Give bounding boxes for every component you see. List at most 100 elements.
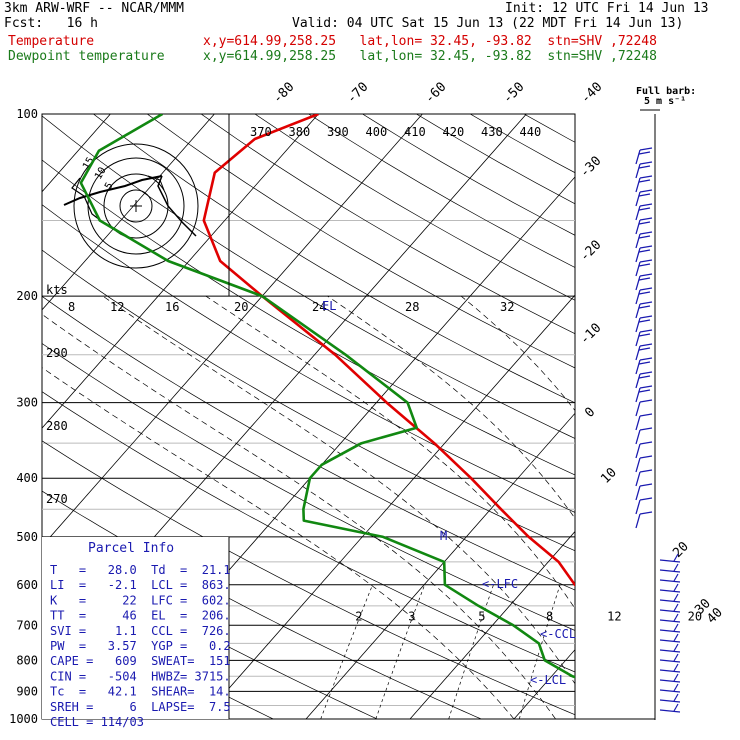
pressure-tick-label: 500 (16, 530, 38, 544)
isotherm (722, 114, 740, 719)
wind-barb (635, 261, 641, 277)
isotherm (42, 114, 423, 547)
isotherm (0, 114, 6, 719)
wind-barb (659, 569, 681, 573)
wind-barb (639, 343, 653, 347)
wind-barb (639, 329, 653, 333)
pressure-tick-label: 400 (16, 471, 38, 485)
wind-barb (635, 163, 641, 179)
wind-barb (639, 315, 653, 319)
wind-barb (639, 301, 653, 305)
wind-barb (638, 291, 651, 295)
wind-barb (639, 231, 653, 235)
wind-barb (673, 623, 679, 632)
parcel-info-title: Parcel Info (88, 541, 174, 556)
dry-adiabat (308, 114, 575, 268)
wind-barb (638, 179, 651, 183)
dewpoint-location: x,y=614.99,258.25 lat,lon= 32.45, -93.82… (203, 49, 657, 64)
parcel-info-row: SREH = 6 LAPSE= 7.5 (50, 700, 231, 714)
wind-barb (639, 399, 653, 403)
parcel-info-row: CAPE = 609 SWEAT= 151 (50, 654, 231, 668)
wind-barb (639, 357, 653, 361)
wind-barb (638, 277, 651, 281)
hodograph-ring-label: 10 (93, 166, 109, 182)
pressure-tick-label: 900 (16, 684, 38, 698)
wind-barb (639, 511, 653, 515)
mixing-ratio-label: 12 (607, 609, 621, 623)
wind-barb (659, 709, 681, 713)
valid-time: Valid: 04 UTC Sat 15 Jun 13 (22 MDT Fri … (292, 16, 684, 31)
hodograph-speed-label: 16 (165, 300, 179, 314)
dry-adiabat (42, 204, 575, 513)
wind-barb (639, 259, 653, 263)
hodograph-speed-label: 24 (312, 300, 326, 314)
wind-barb (639, 455, 653, 459)
dry-adiabat (146, 114, 575, 369)
wind-barb (673, 583, 679, 592)
wind-barb (635, 457, 641, 473)
barb-scale-title: Full barb: (636, 86, 696, 97)
theta-label: 290 (46, 346, 68, 360)
wind-barb (659, 639, 681, 643)
isotherm-label: -10 (577, 321, 604, 348)
wind-barb (635, 499, 641, 515)
pressure-tick-label: 1000 (9, 712, 38, 726)
dry-adiabat (42, 440, 575, 716)
wind-barb (638, 193, 651, 197)
wind-barb (635, 485, 641, 501)
wind-barb (635, 177, 641, 193)
wind-barb (659, 579, 681, 583)
pressure-tick-label: 800 (16, 653, 38, 667)
wind-barb (639, 217, 653, 221)
wind-barb (635, 331, 641, 347)
wind-barb (659, 629, 681, 633)
wind-barb (638, 249, 651, 253)
wind-barb (673, 643, 679, 652)
wind-barb (659, 589, 681, 593)
mixing-ratio-label: 8 (546, 609, 553, 623)
hodograph-ring (73, 143, 199, 269)
parcel-info-box (42, 537, 229, 719)
wind-barb (638, 151, 651, 155)
moist-adiabat (102, 295, 575, 685)
parcel-info-row: LI = -2.1 LCL = 863. (50, 578, 231, 592)
pressure-tick-label: 300 (16, 396, 38, 410)
parcel-info-row: TT = 46 EL = 206. (50, 609, 231, 623)
wind-barb (639, 483, 653, 487)
wind-barb (638, 305, 651, 309)
theta-label: 440 (520, 125, 542, 139)
wind-barb (635, 275, 641, 291)
isotherm (42, 114, 319, 429)
mix-level-marker: M (440, 529, 447, 543)
parcel-info-row: CIN = -504 HWBZ= 3715. (50, 669, 231, 683)
parcel-info-row: T = 28.0 Td = 21.1 (50, 563, 231, 577)
wind-barb (673, 563, 679, 572)
wind-barb (638, 389, 651, 393)
pressure-tick-label: 600 (16, 578, 38, 592)
wind-barb (673, 553, 679, 562)
wind-barb (639, 189, 653, 193)
wind-barb (635, 359, 641, 375)
wind-barb (639, 427, 653, 431)
hodograph-trace (71, 177, 101, 221)
wind-barb (673, 633, 679, 642)
wind-barb (673, 703, 679, 712)
moist-adiabat (205, 295, 575, 609)
mixing-ratio-line (583, 585, 620, 719)
wind-barb (638, 207, 651, 211)
hodograph-speed-label: 32 (500, 300, 514, 314)
theta-label: 390 (327, 125, 349, 139)
wind-barb (638, 333, 651, 337)
wind-barb (659, 619, 681, 623)
wind-barb (638, 235, 651, 239)
isotherm-label: 20 (670, 539, 692, 561)
isotherm-label: -20 (577, 238, 604, 265)
wind-barb (639, 497, 653, 501)
theta-label: 420 (443, 125, 465, 139)
wind-barb (638, 221, 651, 225)
wind-barb (639, 413, 653, 417)
wind-barb (635, 471, 641, 487)
mixing-ratio-line (518, 584, 561, 719)
moist-adiabat (42, 367, 515, 719)
